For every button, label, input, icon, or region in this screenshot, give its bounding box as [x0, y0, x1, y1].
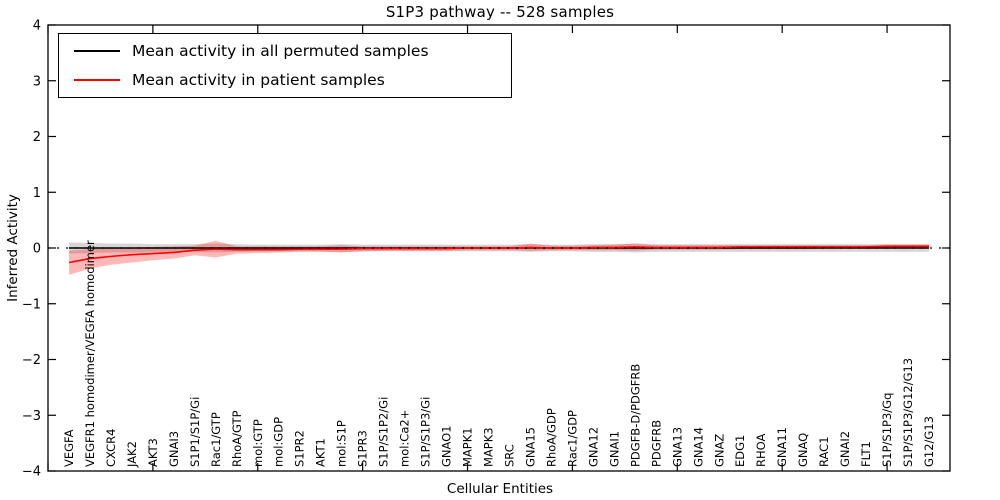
x-tick-label: RhoA/GDP — [544, 408, 558, 467]
x-tick-label: PDGFB-D/PDGFRB — [628, 364, 642, 467]
y-tick-label: 0 — [33, 242, 41, 257]
x-axis-label: Cellular Entities — [446, 481, 554, 497]
x-tick-label: JAK2 — [125, 441, 139, 468]
x-tick-label: GNAI3 — [167, 431, 181, 467]
x-tick-label: G12/G13 — [922, 416, 936, 467]
x-tick-label: GNAO1 — [440, 425, 454, 467]
legend-line-black-icon — [74, 50, 120, 52]
legend-line-red-icon — [74, 79, 120, 81]
x-tick-label: Rac1/GTP — [209, 412, 223, 467]
x-tick-label: RHOA — [754, 434, 768, 467]
legend-item-permuted: Mean activity in all permuted samples — [59, 40, 511, 62]
x-tick-label: mol:S1P — [335, 420, 349, 467]
x-tick-label: S1P/S1P3/Gi — [419, 397, 433, 467]
x-tick-label: GNAI2 — [838, 431, 852, 467]
x-tick-label: GNA15 — [523, 427, 537, 467]
x-tick-label: MAPK3 — [482, 427, 496, 467]
x-tick-label: mol:GTP — [251, 419, 265, 467]
y-tick-label: −2 — [22, 353, 41, 368]
x-tick-label: GNA13 — [670, 427, 684, 467]
x-tick-label: PDGFRB — [649, 420, 663, 467]
x-tick-label: SRC — [502, 444, 516, 467]
x-tick-label: VEGFR1 homodimer/VEGFA homodimer — [83, 240, 97, 467]
y-tick-label: 3 — [33, 74, 41, 89]
x-tick-label: Rac1/GDP — [565, 410, 579, 467]
x-tick-label: S1P/S1P2/Gi — [377, 397, 391, 467]
legend-item-patient: Mean activity in patient samples — [59, 69, 511, 91]
x-tick-label: S1P/S1P3/Gq — [880, 393, 894, 467]
y-axis-label: Inferred Activity — [5, 194, 21, 302]
y-tick-label: 1 — [33, 186, 41, 201]
legend: Mean activity in all permuted samples Me… — [58, 33, 512, 98]
x-tick-label: mol:Ca2+ — [398, 410, 412, 467]
x-tick-label: S1P/S1P3/G12/G13 — [901, 358, 915, 467]
y-tick-label: 4 — [33, 19, 41, 34]
y-tick-label: 2 — [33, 130, 41, 145]
x-tick-label: GNAZ — [712, 434, 726, 467]
x-tick-label: RhoA/GTP — [230, 410, 244, 467]
legend-label: Mean activity in patient samples — [132, 71, 385, 89]
x-tick-label: GNAQ — [796, 433, 810, 467]
y-tick-label: −4 — [22, 465, 41, 480]
x-tick-label: AKT1 — [314, 438, 328, 467]
x-tick-label: S1P1/S1P/Gi — [188, 397, 202, 467]
x-tick-label: mol:GDP — [272, 417, 286, 467]
chart-title: S1P3 pathway -- 528 samples — [385, 3, 615, 21]
x-tick-label: VEGFA — [62, 429, 76, 467]
x-tick-label: MAPK1 — [461, 427, 475, 467]
x-tick-label: S1PR2 — [293, 430, 307, 467]
y-tick-label: −3 — [22, 409, 41, 424]
x-tick-label: EDG1 — [733, 435, 747, 467]
legend-label: Mean activity in all permuted samples — [132, 42, 429, 60]
x-tick-label: GNA11 — [775, 427, 789, 467]
x-tick-label: GNA12 — [586, 427, 600, 467]
x-tick-label: FLT1 — [859, 441, 873, 467]
x-tick-label: S1PR3 — [356, 430, 370, 467]
x-tick-label: CXCR4 — [104, 429, 118, 467]
x-tick-label: RAC1 — [817, 436, 831, 467]
y-tick-label: −1 — [22, 297, 41, 312]
x-tick-label: GNAI1 — [607, 431, 621, 467]
x-tick-label: GNA14 — [691, 427, 705, 467]
x-tick-label: AKT3 — [146, 438, 160, 467]
